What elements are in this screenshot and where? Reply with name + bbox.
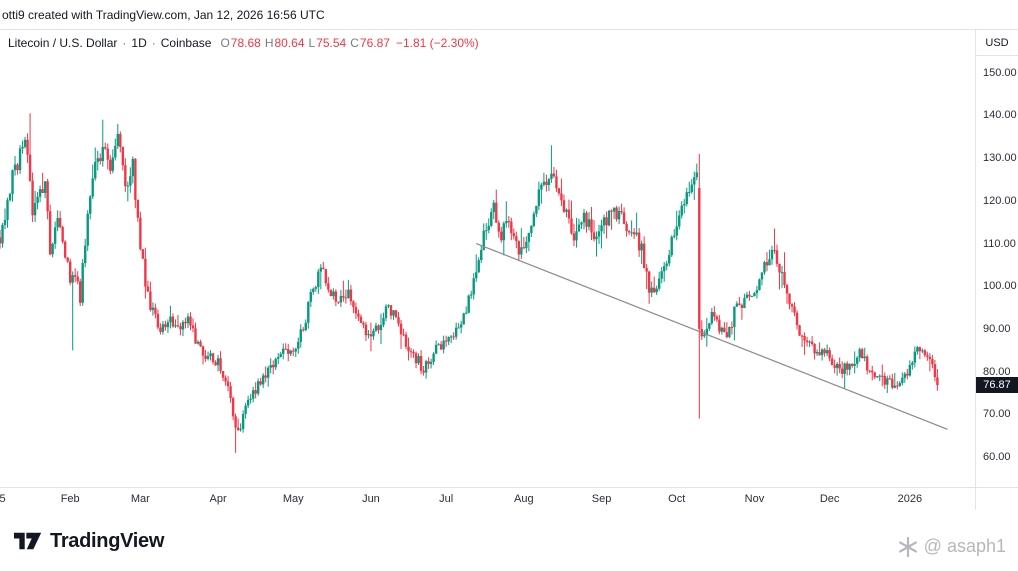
time-tick-label: Aug <box>514 493 534 505</box>
last-price-badge: 76.87 <box>976 377 1018 394</box>
price-tick-label: 90.00 <box>983 322 1011 335</box>
high-label: H <box>264 36 274 50</box>
price-tick-label: 110.00 <box>983 237 1016 250</box>
tradingview-logo-icon <box>14 532 42 550</box>
low-label: L <box>308 36 316 50</box>
time-axis-divider <box>0 487 1018 488</box>
time-tick-label: Feb <box>60 493 80 505</box>
time-tick-label: 5 <box>0 493 6 505</box>
interval-label: 1D <box>131 36 147 50</box>
exchange-label: Coinbase <box>160 36 212 50</box>
attribution-bar: otti9 created with TradingView.com, Jan … <box>0 0 1018 30</box>
time-tick-label: Jul <box>439 493 454 505</box>
change-value: −1.81 (−2.30%) <box>395 36 479 50</box>
attribution-text: otti9 created with TradingView.com, Jan … <box>2 7 325 22</box>
open-value: 78.68 <box>230 36 261 50</box>
low-value: 75.54 <box>316 36 347 50</box>
price-tick-label: 150.00 <box>983 66 1017 79</box>
close-value: 76.87 <box>359 36 390 50</box>
candlestick-canvas[interactable] <box>0 30 975 487</box>
price-tick-label: 130.00 <box>983 152 1017 165</box>
time-tick-label: Nov <box>744 493 765 505</box>
tradingview-logo[interactable]: TradingView <box>14 527 164 555</box>
open-label: O <box>220 36 230 50</box>
time-tick-label: Apr <box>209 493 227 505</box>
time-tick-label: Jun <box>362 493 380 505</box>
symbol-legend[interactable]: Litecoin / U.S. Dollar · 1D · Coinbase O… <box>8 36 479 50</box>
tradingview-snowflake-icon <box>898 536 917 557</box>
time-tick-label: May <box>282 493 304 505</box>
time-tick-label: Mar <box>130 493 150 505</box>
price-tick-container: 150.00 140.00 130.00 120.00 110.00 100.00 90.0… <box>976 30 1018 510</box>
time-tick-label: Sep <box>591 493 612 505</box>
price-tick-label: 70.00 <box>983 408 1011 421</box>
currency-label: USD <box>976 30 1018 56</box>
close-label: C <box>350 36 359 50</box>
price-axis[interactable]: USD 150.00 140.00 130.00 120.00 110.00 100.00… <box>975 30 1018 510</box>
legend-separator: · <box>122 36 127 50</box>
price-tick-label: 80.00 <box>983 365 1011 378</box>
tradingview-logo-text: TradingView <box>50 529 165 552</box>
symbol-title: Litecoin / U.S. Dollar <box>8 36 118 50</box>
time-tick-label: 2026 <box>897 493 923 505</box>
legend-separator: · <box>151 36 156 50</box>
time-tick-label: Oct <box>668 493 686 505</box>
high-value: 80.64 <box>274 36 305 50</box>
price-tick-label: 100.00 <box>983 280 1017 293</box>
watermark-handle: @ asaph1 <box>923 536 1006 556</box>
price-tick-label: 140.00 <box>983 109 1017 122</box>
time-axis[interactable]: 5 Feb Mar Apr May Jun Jul Aug Sep Oct Nov Dec 2026 <box>0 488 975 510</box>
watermark: @ asaph1 <box>898 536 1006 557</box>
price-tick-label: 120.00 <box>983 194 1017 207</box>
time-tick-label: Dec <box>819 493 840 505</box>
price-tick-label: 60.00 <box>983 451 1011 464</box>
chart-plot-area: Litecoin / U.S. Dollar · 1D · Coinbase O… <box>0 30 975 487</box>
